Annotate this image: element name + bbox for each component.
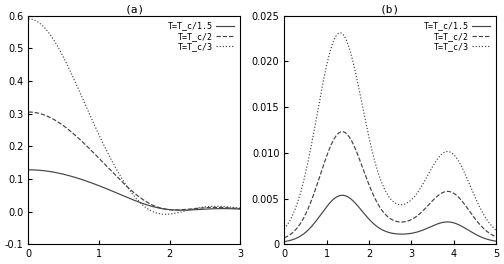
Title: (b): (b) [380,5,400,15]
Legend: T=T_c/1.5, T=T_c/2, T=T_c/3: T=T_c/1.5, T=T_c/2, T=T_c/3 [166,20,236,53]
Legend: T=T_c/1.5, T=T_c/2, T=T_c/3: T=T_c/1.5, T=T_c/2, T=T_c/3 [422,20,492,53]
Title: (a): (a) [124,5,145,15]
